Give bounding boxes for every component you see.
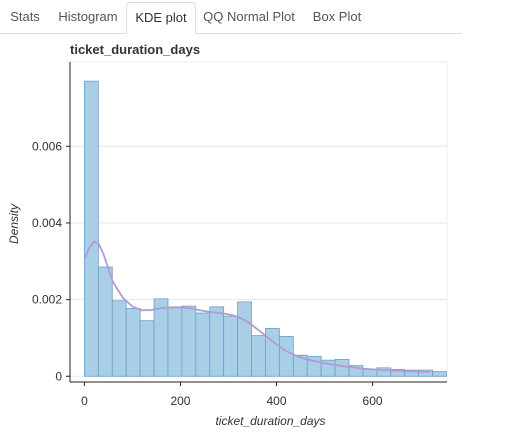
histogram-bar bbox=[84, 80, 99, 377]
x-tick-label: 200 bbox=[170, 394, 190, 408]
tab-histogram[interactable]: Histogram bbox=[58, 9, 118, 24]
histogram-bar bbox=[111, 300, 127, 377]
histogram-bar bbox=[432, 371, 447, 377]
histogram-bar bbox=[265, 327, 280, 377]
histogram-bar bbox=[209, 306, 225, 377]
histogram-bar bbox=[153, 298, 169, 377]
y-axis-label: Density bbox=[7, 203, 21, 244]
tab-stats[interactable]: Stats bbox=[10, 9, 40, 24]
tab-box-plot[interactable]: Box Plot bbox=[312, 9, 362, 24]
x-tick-label: 0 bbox=[81, 394, 88, 408]
histogram-bar bbox=[278, 335, 294, 377]
chart-title: ticket_duration_days bbox=[70, 42, 201, 57]
histogram-bar bbox=[237, 301, 252, 377]
histogram-bar bbox=[181, 305, 197, 377]
histogram-bar bbox=[334, 358, 350, 377]
x-tick-label: 400 bbox=[266, 394, 286, 408]
kde-line bbox=[83, 240, 431, 373]
histogram-bar bbox=[97, 266, 113, 377]
tab-qq-normal-plot[interactable]: QQ Normal Plot bbox=[203, 9, 295, 24]
histogram-bar bbox=[139, 320, 155, 377]
y-tick-label: 0.002 bbox=[32, 293, 62, 307]
y-tick-label: 0.004 bbox=[32, 216, 62, 230]
x-tick-label: 600 bbox=[363, 394, 383, 408]
histogram-bar bbox=[251, 335, 266, 377]
histogram-bar bbox=[195, 312, 211, 377]
y-tick-label: 0.006 bbox=[32, 139, 62, 153]
tab-bar: Stats Histogram KDE plot QQ Normal Plot … bbox=[0, 2, 462, 34]
tab-kde-plot[interactable]: KDE plot bbox=[126, 2, 196, 34]
y-tick-label: 0 bbox=[55, 369, 62, 383]
histogram-bar bbox=[167, 306, 183, 377]
histogram-bar bbox=[125, 308, 141, 377]
histogram-bar bbox=[223, 315, 239, 377]
x-axis-label: ticket_duration_days bbox=[215, 414, 325, 428]
